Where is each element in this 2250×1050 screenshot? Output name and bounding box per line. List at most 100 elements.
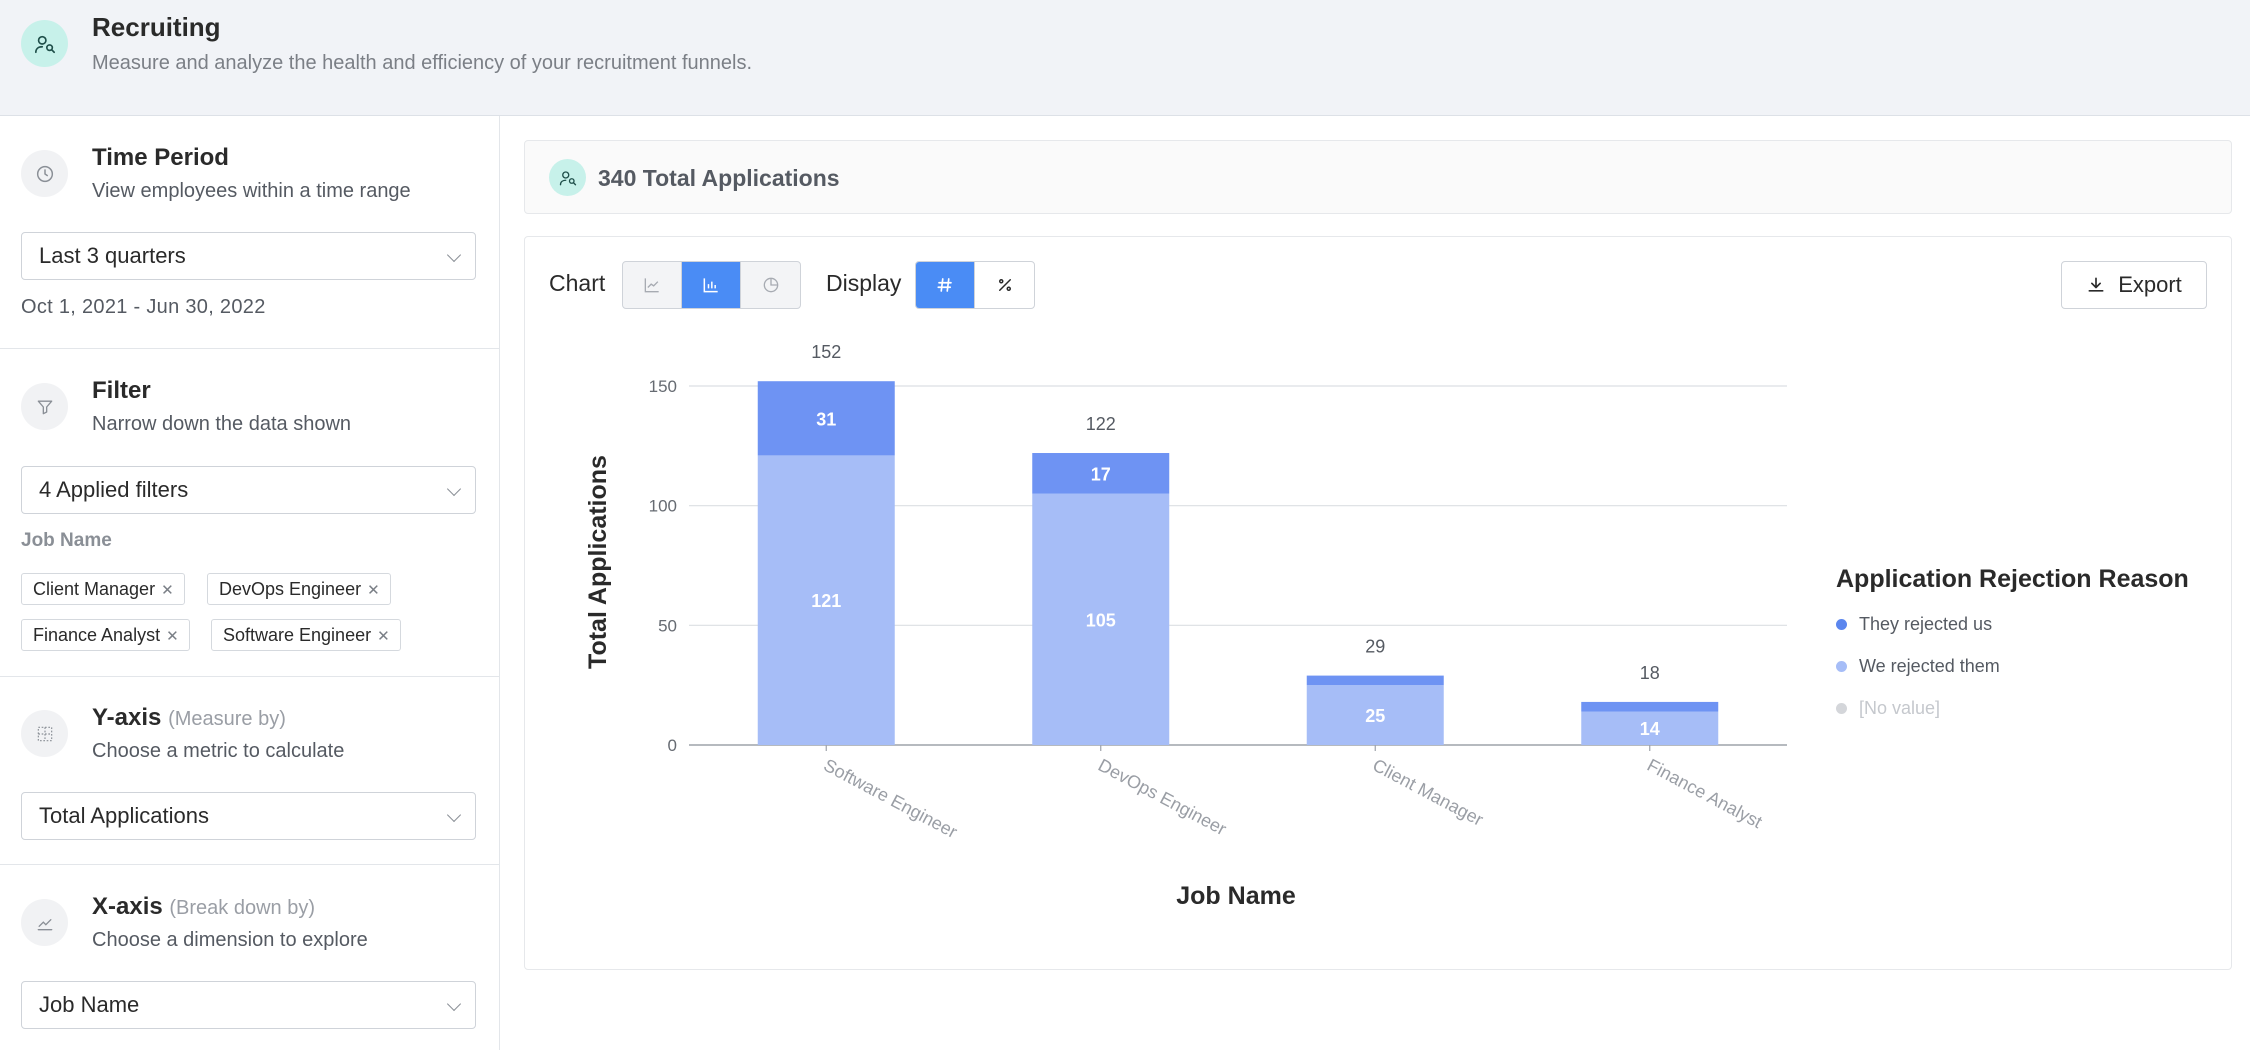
line-chart-button[interactable] [623,262,682,308]
chevron-down-icon [446,481,462,497]
bar-segment-they-rejected [1581,701,1719,712]
legend-dot [1836,661,1847,672]
line-chart-icon [644,278,659,293]
legend-label: We rejected them [1859,656,2000,676]
page-subtitle: Measure and analyze the health and effic… [92,52,753,74]
remove-icon[interactable]: ✕ [161,582,174,599]
x-axis-value: Job Name [39,992,140,1017]
chevron-down-icon [446,807,462,823]
count-button[interactable] [916,262,975,308]
filter-title: Filter [92,377,151,404]
divider [0,348,500,349]
remove-icon[interactable]: ✕ [367,582,380,599]
chevron-down-icon [446,247,462,263]
percent-button[interactable] [975,262,1034,308]
y-axis-subtitle: Choose a metric to calculate [92,740,345,762]
chart-card: Chart Display Export 0 50 100 150 121 31 152 So… [524,236,2232,970]
time-period-select[interactable]: Last 3 quarters [21,232,476,280]
filter-chip-label: Software Engineer [223,625,372,645]
data-label: 31 [816,409,836,429]
legend-dot [1836,619,1847,630]
filter-subtitle: Narrow down the data shown [92,413,352,435]
data-label: 121 [811,591,841,611]
x-axis-title-text: X-axis [92,893,163,920]
legend-dot [1836,703,1847,714]
y-axis-value: Total Applications [39,803,209,828]
legend-label: They rejected us [1859,614,1993,634]
recruiting-icon [21,20,68,67]
bar-segment-they-rejected [1306,675,1444,686]
bar-chart-button[interactable] [682,262,741,308]
legend-title: Application Rejection Reason [1836,565,2189,593]
time-period-title: Time Period [92,144,229,171]
download-icon [2088,277,2104,292]
chart-legend: Application Rejection Reason They reject… [1836,565,2189,740]
clock-icon [21,150,68,197]
y-tick-label: 50 [658,616,677,635]
y-axis-select[interactable]: Total Applications [21,792,476,840]
x-axis-subtitle: Choose a dimension to explore [92,929,368,951]
data-label: 17 [1091,464,1111,484]
divider [0,864,500,865]
bar-segment-we-rejected [757,455,895,745]
export-button[interactable]: Export [2061,261,2207,309]
y-axis-title: Total Applications [584,455,612,669]
filter-chip-label: DevOps Engineer [219,579,362,599]
filter-select[interactable]: 4 Applied filters [21,466,476,514]
total-label: 29 [1365,637,1385,657]
y-axis-title: Y-axis (Measure by) [92,704,286,732]
sidebar: Time Period View employees within a time… [0,116,500,1050]
legend-item[interactable]: We rejected them [1836,656,2189,677]
bar-segment-they-rejected [1032,453,1170,494]
trend-icon [21,899,68,946]
total-label: 18 [1640,663,1660,683]
y-axis-title-text: Y-axis [92,704,162,731]
x-axis-title: Job Name [1176,882,1296,910]
date-range: Oct 1, 2021 - Jun 30, 2022 [21,296,266,318]
chevron-down-icon [446,996,462,1012]
remove-icon[interactable]: ✕ [377,628,390,645]
display-label: Display [826,270,902,296]
summary-bar: 340 Total Applications [524,140,2232,214]
total-label: 122 [1086,414,1116,434]
filter-chip[interactable]: Software Engineer ✕ [211,619,401,651]
bar-segment-we-rejected [1032,493,1170,745]
page-title: Recruiting [92,12,221,42]
stacked-bar-chart: 0 50 100 150 121 31 152 Software Engineer 105 17 1… [584,342,1787,910]
export-label: Export [2118,272,2182,297]
legend-item[interactable]: They rejected us [1836,614,2189,635]
time-period-subtitle: View employees within a time range [92,180,411,202]
legend-item[interactable]: [No value] [1836,698,2189,719]
pie-chart-icon [763,277,778,293]
y-tick-label: 0 [668,736,677,755]
time-period-value: Last 3 quarters [39,243,186,268]
data-label: 105 [1086,610,1116,630]
percent-icon [998,279,1011,291]
x-tick-label: DevOps Engineer [1095,755,1230,839]
chart-type-toggle [622,261,801,309]
x-axis-select[interactable]: Job Name [21,981,476,1029]
legend-label: [No value] [1859,698,1941,718]
y-tick-label: 100 [649,497,677,516]
filter-chip-label: Client Manager [33,579,156,599]
bar-segment-they-rejected [757,381,895,456]
x-axis-title: X-axis (Break down by) [92,893,315,921]
x-tick-label: Finance Analyst [1644,755,1766,832]
filter-chip[interactable]: Client Manager ✕ [21,573,185,605]
funnel-icon [21,383,68,430]
page-header: Recruiting Measure and analyze the healt… [0,0,2250,116]
filter-chip[interactable]: Finance Analyst ✕ [21,619,190,651]
x-tick-label: Client Manager [1369,755,1486,830]
hash-icon [937,278,952,292]
total-applications: 340 Total Applications [598,165,840,191]
filter-group-label: Job Name [21,530,112,551]
data-label: 25 [1365,706,1385,726]
x-axis-title-hint: (Break down by) [169,897,316,919]
chart-type-label: Chart [549,270,606,296]
y-axis-icon [21,710,68,757]
total-label: 152 [811,342,841,362]
filter-chip[interactable]: DevOps Engineer ✕ [207,573,391,605]
bar-segment-we-rejected [1306,685,1444,745]
pie-chart-button[interactable] [741,262,800,308]
remove-icon[interactable]: ✕ [166,628,179,645]
